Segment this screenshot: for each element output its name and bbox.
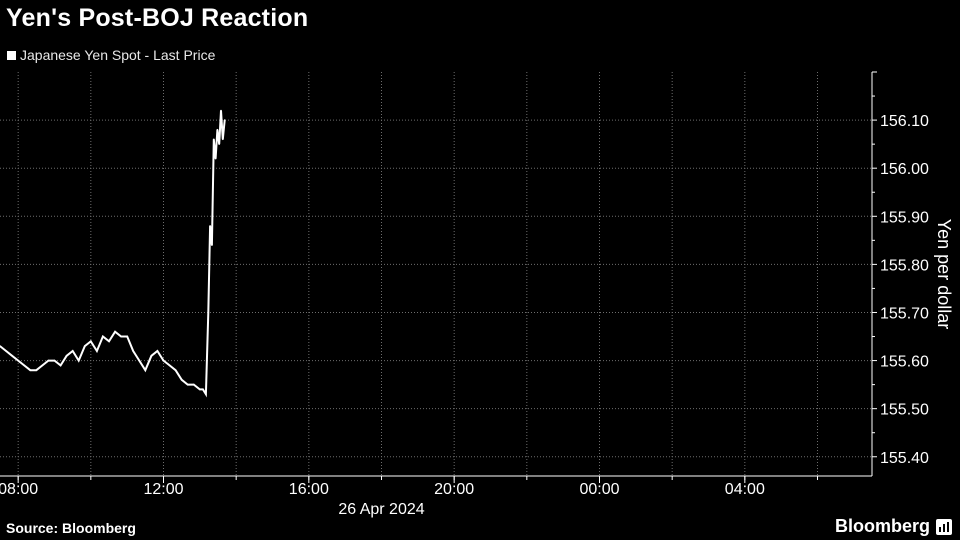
data-point [84,345,86,347]
data-point [144,369,147,372]
y-axis-title: Yen per dollar [934,219,954,329]
data-point [90,340,92,343]
data-point [156,350,159,352]
axis-layer [0,71,877,483]
y-tick-label: 155.70 [880,305,929,322]
data-point [220,109,222,112]
data-point [29,369,32,372]
data-point [96,350,98,352]
x-tick-label: 04:00 [725,481,765,498]
x-tick-label: 20:00 [434,481,474,498]
y-tick-label: 155.80 [880,257,929,274]
data-point [102,335,104,338]
chart-icon [936,519,952,535]
grid-layer [0,72,872,476]
data-point [41,364,44,367]
data-point [23,364,26,367]
label-layer: 155.40 155.50 155.60 155.70 155.80 155.90 156.… [0,113,954,518]
x-date-label: 26 Apr 2024 [338,501,424,518]
data-point [199,388,201,391]
data-point [0,345,1,347]
data-point [150,355,153,357]
brand-logo: Bloomberg [834,516,930,536]
data-point [77,359,80,362]
data-point [207,311,210,314]
data-point [209,225,211,227]
data-point [162,359,165,362]
legend: Japanese Yen Spot - Last Price [7,47,215,63]
data-point [65,355,68,357]
data-point [202,388,204,391]
legend-label: Japanese Yen Spot - Last Price [20,47,216,63]
data-point [222,138,224,141]
x-tick-label: 00:00 [579,481,619,498]
data-point [186,383,189,386]
data-point [168,364,171,367]
data-point [71,350,74,352]
data-point [114,330,116,333]
series-layer [0,109,226,398]
data-point [126,335,128,338]
y-tick-label: 156.10 [880,113,929,130]
data-point [47,359,50,362]
x-tick-label: 08:00 [0,481,38,498]
x-tick-label: 16:00 [289,481,329,498]
data-point [193,383,195,386]
y-tick-label: 155.40 [880,450,929,467]
data-point [35,369,38,372]
series-line [0,110,226,398]
data-point [218,143,220,145]
data-point [216,128,219,131]
legend-swatch [7,50,16,60]
data-point [108,340,110,343]
data-point [211,244,213,246]
data-point [205,393,207,396]
x-tick-label: 12:00 [143,481,183,498]
y-tick-label: 155.90 [880,209,929,226]
data-point [214,157,217,160]
data-point [11,355,13,357]
y-tick-label: 156.00 [880,161,929,178]
data-point [213,138,215,141]
data-point [53,359,56,362]
source-note: Source: Bloomberg [6,520,136,536]
y-tick-label: 155.60 [880,354,929,371]
data-point [223,119,226,121]
data-point [5,350,7,352]
data-point [120,335,122,338]
data-point [17,359,20,362]
data-point [59,364,62,367]
data-point [132,350,134,352]
chart-title: Yen's Post-BOJ Reaction [6,4,309,32]
data-point [174,369,177,372]
y-tick-label: 155.50 [880,402,929,419]
data-point [138,359,141,362]
data-point [180,379,183,381]
